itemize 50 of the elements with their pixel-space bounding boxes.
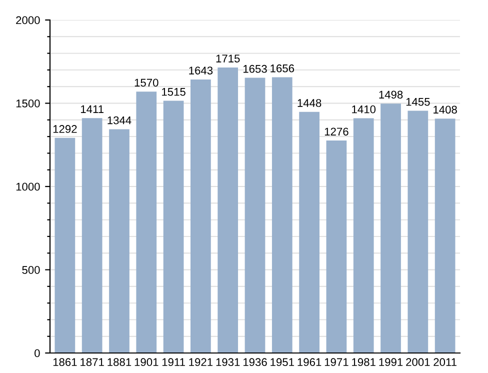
data-label: 1715 xyxy=(216,54,240,62)
x-tick-label: 1881 xyxy=(108,358,132,366)
bar xyxy=(82,118,102,353)
x-tick-label: 1936 xyxy=(243,358,267,366)
x-tick-label: 1951 xyxy=(270,358,294,366)
x-tick-label: 1921 xyxy=(189,358,213,366)
bar xyxy=(136,92,157,353)
data-label: 1276 xyxy=(324,128,348,136)
data-label: 1570 xyxy=(134,78,158,87)
data-label: 1448 xyxy=(298,99,322,107)
x-tick-label: 1861 xyxy=(53,358,77,366)
x-tick-label: 1961 xyxy=(298,358,322,366)
bar xyxy=(380,104,401,353)
bar xyxy=(109,129,130,353)
data-label: 1515 xyxy=(162,88,186,96)
x-tick-label: 1901 xyxy=(134,358,158,366)
x-tick-label: 2001 xyxy=(406,358,430,366)
y-tick-label: 1500 xyxy=(16,100,40,108)
data-label: 1643 xyxy=(189,66,213,74)
bar xyxy=(326,140,347,353)
y-tick-label: 1000 xyxy=(16,182,40,191)
x-tick-label: 1911 xyxy=(162,358,185,366)
bar xyxy=(299,112,320,353)
bar xyxy=(54,138,76,353)
data-label: 1408 xyxy=(434,106,457,114)
x-tick-label: 1871 xyxy=(80,358,104,366)
y-tick-label: 500 xyxy=(22,266,40,274)
x-tick-label: 1971 xyxy=(324,358,348,366)
x-tick-label: 1931 xyxy=(216,358,240,366)
bar xyxy=(190,79,211,353)
data-label: 1344 xyxy=(108,116,132,124)
bar xyxy=(244,78,266,353)
data-label: 1410 xyxy=(352,105,376,114)
bar xyxy=(272,77,292,353)
data-label: 1653 xyxy=(243,64,267,73)
bar xyxy=(408,110,428,353)
x-tick-label: 2011 xyxy=(434,358,456,366)
data-label: 1292 xyxy=(53,125,77,133)
bar xyxy=(434,118,456,353)
y-tick-label: 2000 xyxy=(16,16,40,24)
y-tick-label: 0 xyxy=(34,349,40,358)
data-label: 1656 xyxy=(270,64,294,72)
bar xyxy=(353,118,374,353)
x-tick-label: 1991 xyxy=(379,358,403,366)
bar xyxy=(163,100,184,353)
data-label: 1455 xyxy=(406,98,430,106)
data-label: 1411 xyxy=(80,105,104,113)
x-tick-label: 1981 xyxy=(352,358,376,366)
bar xyxy=(218,67,238,353)
data-label: 1498 xyxy=(379,90,403,99)
